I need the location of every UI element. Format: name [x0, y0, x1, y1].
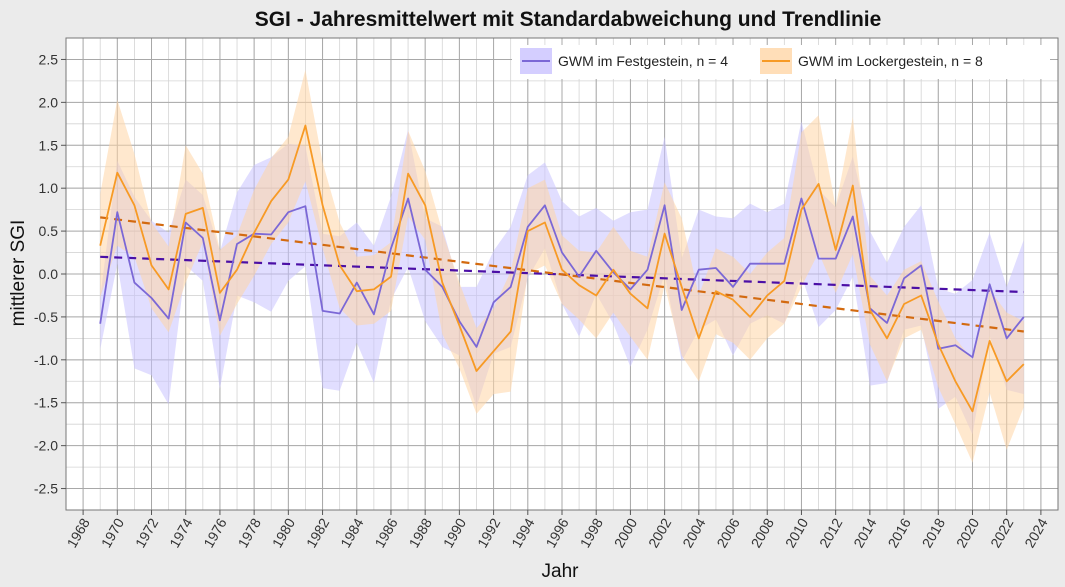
trend-lines	[100, 216, 1024, 333]
y-tick-label: 0.5	[39, 223, 59, 239]
x-tick-label: 2006	[713, 515, 743, 550]
x-tick-label: 2022	[987, 515, 1017, 550]
legend: GWM im Festgestein, n = 4 GWM im Lockerge…	[512, 45, 1050, 79]
x-tick-label: 1974	[166, 515, 196, 550]
sd-bands	[100, 69, 1024, 463]
y-tick-label: -2.0	[34, 438, 58, 454]
x-tick-label: 1986	[371, 515, 401, 550]
y-tick-label: -1.5	[34, 395, 58, 411]
x-tick-label: 2012	[816, 515, 846, 550]
x-tick-label: 2016	[884, 515, 914, 550]
x-tick-label: 1994	[508, 515, 538, 550]
x-axis-title: Jahr	[542, 561, 580, 582]
y-tick-label: -2.5	[34, 481, 58, 497]
y-tick-label: 2.5	[39, 51, 59, 67]
x-tick-label: 2014	[850, 515, 880, 550]
y-tick-label: 0.0	[39, 266, 59, 282]
x-tick-label: 2024	[1021, 515, 1051, 550]
y-tick-label: -0.5	[34, 309, 58, 325]
x-tick-label: 1996	[542, 515, 572, 550]
x-tick-label: 1990	[440, 515, 470, 550]
x-tick-label: 1978	[235, 515, 265, 550]
x-tick-label: 2002	[645, 515, 675, 550]
y-tick-label: 1.0	[39, 180, 59, 196]
y-tick-label: 1.5	[39, 137, 59, 153]
chart-title: SGI - Jahresmittelwert mit Standardabwei…	[255, 8, 882, 31]
trend-line-2	[100, 216, 1024, 333]
x-tick-label: 1976	[200, 515, 230, 550]
y-axis-title: mittlerer SGI	[8, 220, 29, 327]
x-tick-label: 2020	[953, 515, 983, 550]
x-tick-label: 1980	[269, 515, 299, 550]
y-axis: -2.5 -2.0 -1.5 -1.0 -0.5 0.0 0.5 1.0 1.5 2.0 2.5	[34, 51, 66, 497]
x-tick-label: 2004	[679, 515, 709, 550]
legend-label: GWM im Lockergestein, n = 8	[798, 53, 983, 69]
series-line-2	[99, 124, 1025, 413]
x-tick-label: 2010	[782, 515, 812, 550]
x-tick-label: 1988	[406, 515, 436, 550]
series-lines	[99, 124, 1025, 413]
y-tick-label: 2.0	[39, 94, 59, 110]
y-tick-label: -1.0	[34, 352, 58, 368]
x-tick-label: 2008	[748, 515, 778, 550]
x-tick-label: 1982	[303, 515, 333, 550]
x-tick-label: 1992	[474, 515, 504, 550]
x-tick-label: 2018	[919, 515, 949, 550]
legend-label: GWM im Festgestein, n = 4	[558, 53, 728, 69]
x-tick-label: 1998	[577, 515, 607, 550]
x-axis: 1968 1970 1972 1974 1976 1978 1980 1982 1984 1986…	[63, 510, 1051, 550]
x-tick-label: 1984	[337, 515, 367, 550]
x-tick-label: 1972	[132, 515, 162, 550]
x-tick-label: 2000	[611, 515, 641, 550]
x-tick-label: 1970	[98, 515, 128, 550]
sd-band-2	[100, 69, 1024, 463]
x-tick-label: 1968	[63, 515, 93, 550]
